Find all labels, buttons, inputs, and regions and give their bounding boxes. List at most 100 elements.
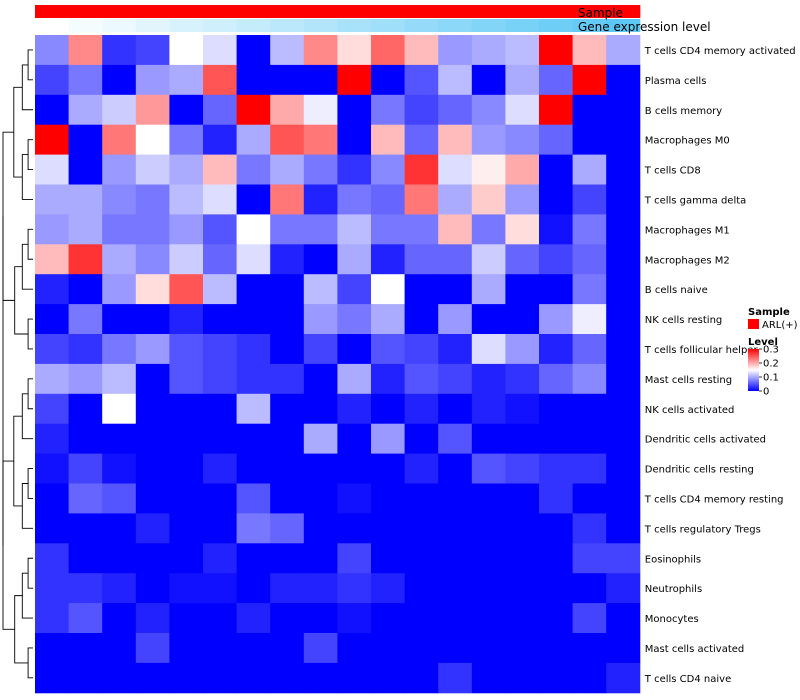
heatmap-cell (135, 513, 170, 544)
heatmap-cell (404, 423, 439, 455)
heatmap-cell (371, 543, 406, 574)
row-label: B cells naive (645, 285, 708, 296)
heatmap-cell (505, 334, 540, 365)
heatmap-cell (471, 363, 506, 395)
heatmap-cell (572, 184, 607, 215)
gene-expression-track-cell (606, 19, 641, 32)
heatmap-cell (438, 274, 473, 305)
heatmap-cell (505, 94, 540, 126)
heatmap-cell (572, 393, 607, 425)
dendrogram-branch (27, 378, 33, 410)
heatmap-cell (337, 214, 372, 245)
heatmap-cell (539, 334, 574, 365)
heatmap-cell (337, 513, 372, 544)
heatmap-cell (236, 124, 271, 156)
heatmap-cell (606, 633, 641, 664)
row-label: Dendritic cells activated (645, 435, 766, 446)
gene-expression-track-cell (337, 19, 372, 32)
legend-level-title: Level (748, 337, 778, 348)
gene-expression-track-cell (203, 19, 238, 32)
gene-expression-annotation-track (35, 19, 641, 32)
heatmap-cell (572, 453, 607, 484)
heatmap-cell (135, 543, 170, 574)
heatmap-cell (135, 64, 170, 96)
heatmap-cell (606, 124, 641, 156)
heatmap-cell (35, 633, 70, 664)
heatmap-cell (471, 35, 506, 66)
heatmap-cell (270, 423, 305, 455)
heatmap-cell (35, 483, 70, 514)
heatmap-cell (371, 513, 406, 544)
gene-expression-track-cell (135, 19, 170, 32)
heatmap-cell (203, 214, 238, 245)
heatmap-cell (606, 453, 641, 484)
row-label: B cells memory (645, 106, 722, 117)
heatmap-cell (35, 35, 70, 66)
heatmap-cell (438, 453, 473, 484)
gene-expression-track-cell (404, 19, 439, 32)
heatmap-cell (169, 304, 204, 335)
heatmap-cell (169, 363, 204, 395)
heatmap-cell (337, 35, 372, 66)
heatmap-cell (572, 35, 607, 66)
heatmap-cell (203, 393, 238, 425)
heatmap-cell (169, 573, 204, 604)
heatmap-cell (505, 483, 540, 514)
heatmap-cell (337, 662, 372, 694)
heatmap-cell (539, 363, 574, 395)
heatmap-cell (337, 64, 372, 96)
heatmap-cell (303, 35, 338, 66)
heatmap-cell (236, 483, 271, 514)
heatmap-cell (102, 483, 137, 514)
heatmap-cell (135, 154, 170, 185)
heatmap-cell (303, 483, 338, 514)
heatmap-cell (471, 423, 506, 455)
heatmap-cell (539, 393, 574, 425)
heatmap-cell (203, 363, 238, 395)
heatmap-cell (35, 94, 70, 126)
heatmap-cell (35, 423, 70, 455)
heatmap-cell (438, 573, 473, 604)
sample-track-label: Sample (578, 6, 623, 20)
heatmap-cell (471, 603, 506, 634)
heatmap-cell (539, 244, 574, 275)
heatmap-cell (135, 334, 170, 365)
heatmap-cell (471, 184, 506, 215)
heatmap-cell (371, 573, 406, 604)
heatmap-cell (539, 633, 574, 664)
heatmap-cell (303, 423, 338, 455)
heatmap-cell (539, 154, 574, 185)
heatmap-cell (539, 94, 574, 126)
heatmap-cell (270, 64, 305, 96)
row-label: Plasma cells (645, 76, 707, 87)
heatmap-cell (270, 603, 305, 634)
dendrogram-branch (27, 468, 33, 499)
sample-track-cell (68, 5, 103, 18)
heatmap-cell (169, 633, 204, 664)
heatmap-cell (203, 124, 238, 156)
heatmap-cell (371, 124, 406, 156)
heatmap-cell (270, 154, 305, 185)
heatmap-cell (102, 94, 137, 126)
heatmap-cell (606, 393, 641, 425)
heatmap-cell (371, 184, 406, 215)
heatmap-cell (404, 94, 439, 126)
sample-annotation-track (35, 5, 641, 18)
heatmap-cell (169, 393, 204, 425)
heatmap-cell (572, 244, 607, 275)
heatmap-cell (572, 603, 607, 634)
heatmap-cell (371, 334, 406, 365)
gene-expression-track-cell (371, 19, 406, 32)
row-label: Mast cells resting (645, 375, 732, 386)
heatmap-cell (539, 513, 574, 544)
sample-track-cell (539, 5, 574, 18)
heatmap-cell (303, 304, 338, 335)
heatmap-cell (236, 334, 271, 365)
heatmap-cell (270, 244, 305, 275)
heatmap-cell (471, 334, 506, 365)
heatmap-cell (303, 214, 338, 245)
heatmap-cell (572, 543, 607, 574)
heatmap-cell (438, 423, 473, 455)
dendrogram-branch (27, 557, 33, 589)
